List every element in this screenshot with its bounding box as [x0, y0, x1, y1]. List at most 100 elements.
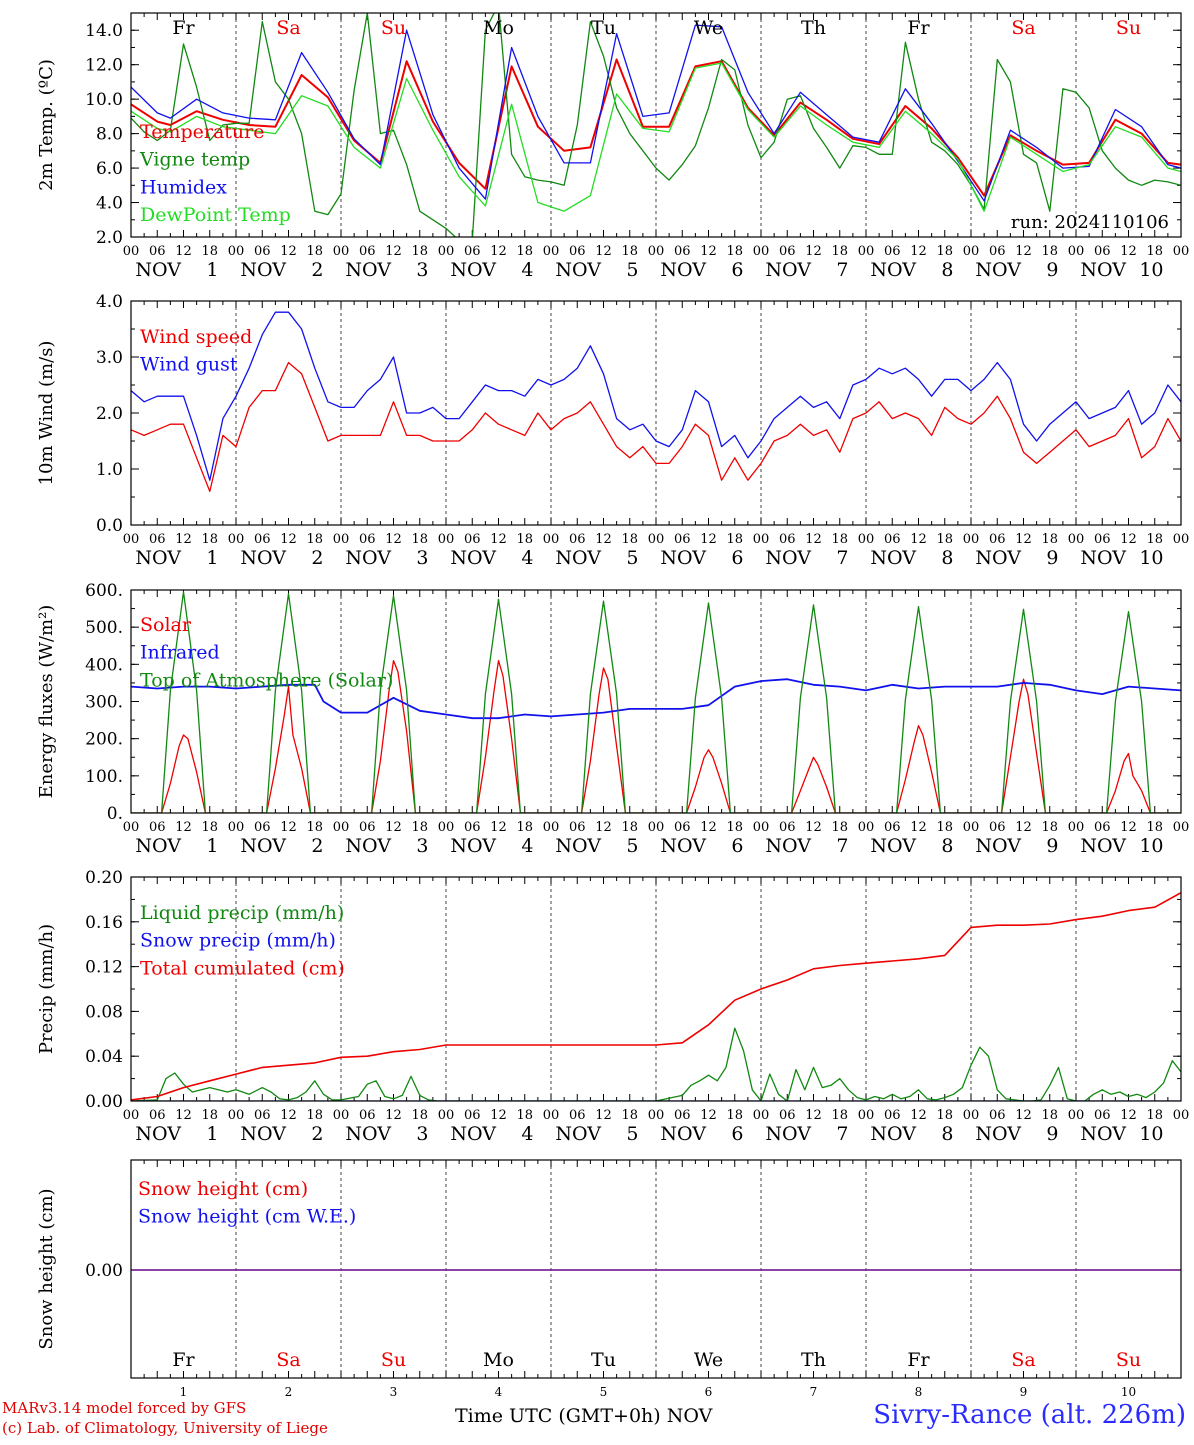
hour-label: 06	[989, 1108, 1006, 1123]
month-label: NOV	[975, 1123, 1021, 1145]
hour-label: 18	[411, 1108, 428, 1123]
day-number: 8	[941, 259, 953, 281]
day-number: 6	[731, 835, 743, 857]
station-name: Sivry-Rance (alt. 226m)	[873, 1400, 1186, 1430]
hour-label: 18	[201, 1108, 218, 1123]
month-label: NOV	[345, 259, 391, 281]
y-tick-label: 100.	[85, 767, 123, 787]
panel-frame	[130, 876, 1182, 1102]
y-tick-label: 0.04	[85, 1047, 123, 1067]
month-label: NOV	[345, 1123, 391, 1145]
weekday-label-bottom: Su	[1116, 1349, 1141, 1371]
month-label: NOV	[450, 259, 496, 281]
day-number-small: 5	[600, 1385, 608, 1399]
month-label: NOV	[135, 835, 181, 857]
weekday-label: Sa	[1011, 17, 1035, 39]
hour-label: 12	[280, 820, 297, 835]
hour-label: 12	[175, 1108, 192, 1123]
month-label: NOV	[765, 259, 811, 281]
legend-entry: Snow height (cm)	[138, 1178, 308, 1200]
hour-label: 12	[175, 820, 192, 835]
series-line-humidex	[131, 24, 1181, 202]
hour-label: 18	[831, 244, 848, 259]
weekday-label: Fr	[172, 17, 195, 39]
hour-label: 06	[359, 244, 376, 259]
hour-label: 18	[1146, 244, 1163, 259]
month-label: NOV	[975, 259, 1021, 281]
hour-label: 00	[648, 244, 665, 259]
day-number: 3	[416, 1123, 428, 1145]
panel-frame	[130, 300, 1182, 526]
month-label: NOV	[975, 835, 1021, 857]
x-axis-month: NOV	[666, 1405, 713, 1427]
day-number: 2	[311, 1123, 323, 1145]
hour-label: 00	[123, 244, 140, 259]
weekday-label-bottom: Su	[381, 1349, 406, 1371]
hour-label: 12	[910, 1108, 927, 1123]
day-number: 9	[1046, 835, 1058, 857]
hour-label: 18	[201, 532, 218, 547]
hour-label: 00	[1068, 1108, 1085, 1123]
weekday-label: Fr	[907, 17, 930, 39]
month-label: NOV	[135, 547, 181, 569]
hour-label: 18	[306, 244, 323, 259]
month-label: NOV	[135, 1123, 181, 1145]
panel-1: 2.0 4.0 6.0 8.0 10.0 12.0 14.0 2m Temp. (ºC) Tem…	[36, 12, 1189, 281]
hour-label: 12	[490, 820, 507, 835]
day-number-small: 4	[495, 1385, 503, 1399]
day-number: 6	[731, 259, 743, 281]
hour-label: 06	[149, 532, 166, 547]
hour-label: 06	[149, 244, 166, 259]
day-number: 4	[521, 1123, 533, 1145]
month-label: NOV	[555, 1123, 601, 1145]
hour-label: 00	[228, 532, 245, 547]
hour-label: 00	[123, 820, 140, 835]
day-number: 4	[521, 259, 533, 281]
day-number: 1	[206, 259, 218, 281]
weekday-label-bottom: Tu	[591, 1349, 616, 1371]
hour-label: 06	[779, 1108, 796, 1123]
hour-label: 06	[989, 820, 1006, 835]
hour-label: 06	[464, 532, 481, 547]
weekday-label: Th	[801, 17, 826, 39]
day-number: 1	[206, 835, 218, 857]
hour-label: 12	[1015, 820, 1032, 835]
y-tick-label: 300.	[85, 693, 123, 713]
hour-label: 06	[674, 1108, 691, 1123]
legend-entry: Wind speed	[140, 326, 252, 348]
hour-label: 18	[1146, 532, 1163, 547]
hour-label: 00	[648, 532, 665, 547]
hour-label: 18	[306, 532, 323, 547]
day-number: 2	[311, 835, 323, 857]
y-tick-label: 12.0	[85, 56, 123, 76]
x-axis-title: Time UTC (GMT+0h) NOV	[455, 1405, 712, 1427]
series-group	[131, 591, 1181, 813]
hour-label: 00	[333, 244, 350, 259]
hour-label: 06	[674, 244, 691, 259]
hour-label: 00	[648, 1108, 665, 1123]
month-label: NOV	[1080, 835, 1126, 857]
hour-label: 18	[936, 820, 953, 835]
month-label: NOV	[1080, 1123, 1126, 1145]
hour-label: 12	[280, 1108, 297, 1123]
day-number: 9	[1046, 1123, 1058, 1145]
hour-label: 00	[753, 820, 770, 835]
hour-label: 00	[963, 820, 980, 835]
weekday-label-bottom: Sa	[276, 1349, 300, 1371]
month-label: NOV	[765, 547, 811, 569]
y-tick-label: 4.0	[96, 292, 123, 312]
hour-label: 12	[1120, 532, 1137, 547]
y-tick-label: 400.	[85, 655, 123, 675]
hour-label: 06	[1094, 820, 1111, 835]
lab-credit: (c) Lab. of Climatology, University of L…	[2, 1419, 328, 1437]
series-line-solar	[131, 659, 1181, 813]
y-tick-label: 3.0	[96, 348, 123, 368]
legend-entry: Total cumulated (cm)	[140, 957, 345, 979]
month-label: NOV	[345, 835, 391, 857]
y-tick-label: 6.0	[96, 159, 123, 179]
hour-label: 12	[700, 1108, 717, 1123]
hour-label: 06	[884, 244, 901, 259]
y-tick-label: 0.20	[85, 868, 123, 888]
month-label: NOV	[450, 547, 496, 569]
hour-label: 06	[569, 532, 586, 547]
